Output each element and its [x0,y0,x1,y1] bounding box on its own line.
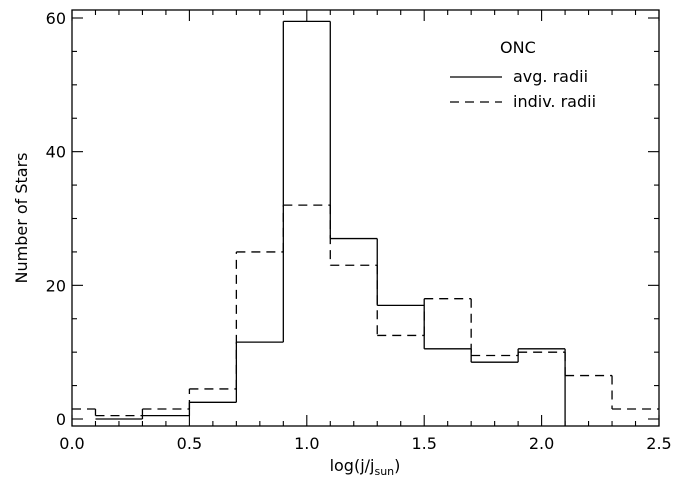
y-axis-label: Number of Stars [12,152,31,283]
legend-title: ONC [500,38,536,57]
x-tick-label: 2.0 [529,434,554,453]
y-tick-label: 20 [46,276,66,295]
axis-ticks [71,10,660,426]
y-tick-label: 40 [46,143,66,162]
tick-labels: 0.0 0.5 1.0 1.5 2.0 2.5 0 20 40 60 [46,9,672,453]
x-tick-label: 1.0 [294,434,319,453]
series-indiv-radii [72,204,659,417]
legend-label-avg-radii: avg. radii [513,67,588,86]
y-tick-label: 60 [46,9,66,28]
x-tick-label: 2.5 [646,434,671,453]
x-tick-label: 1.5 [411,434,436,453]
y-tick-label: 0 [56,410,66,429]
legend: ONC avg. radii indiv. radii [450,38,596,111]
legend-label-indiv-radii: indiv. radii [513,92,596,111]
x-tick-label: 0.0 [59,434,84,453]
x-tick-label: 0.5 [177,434,202,453]
x-axis-label: log(j/jsun) [330,456,401,478]
series-layer [72,20,659,426]
